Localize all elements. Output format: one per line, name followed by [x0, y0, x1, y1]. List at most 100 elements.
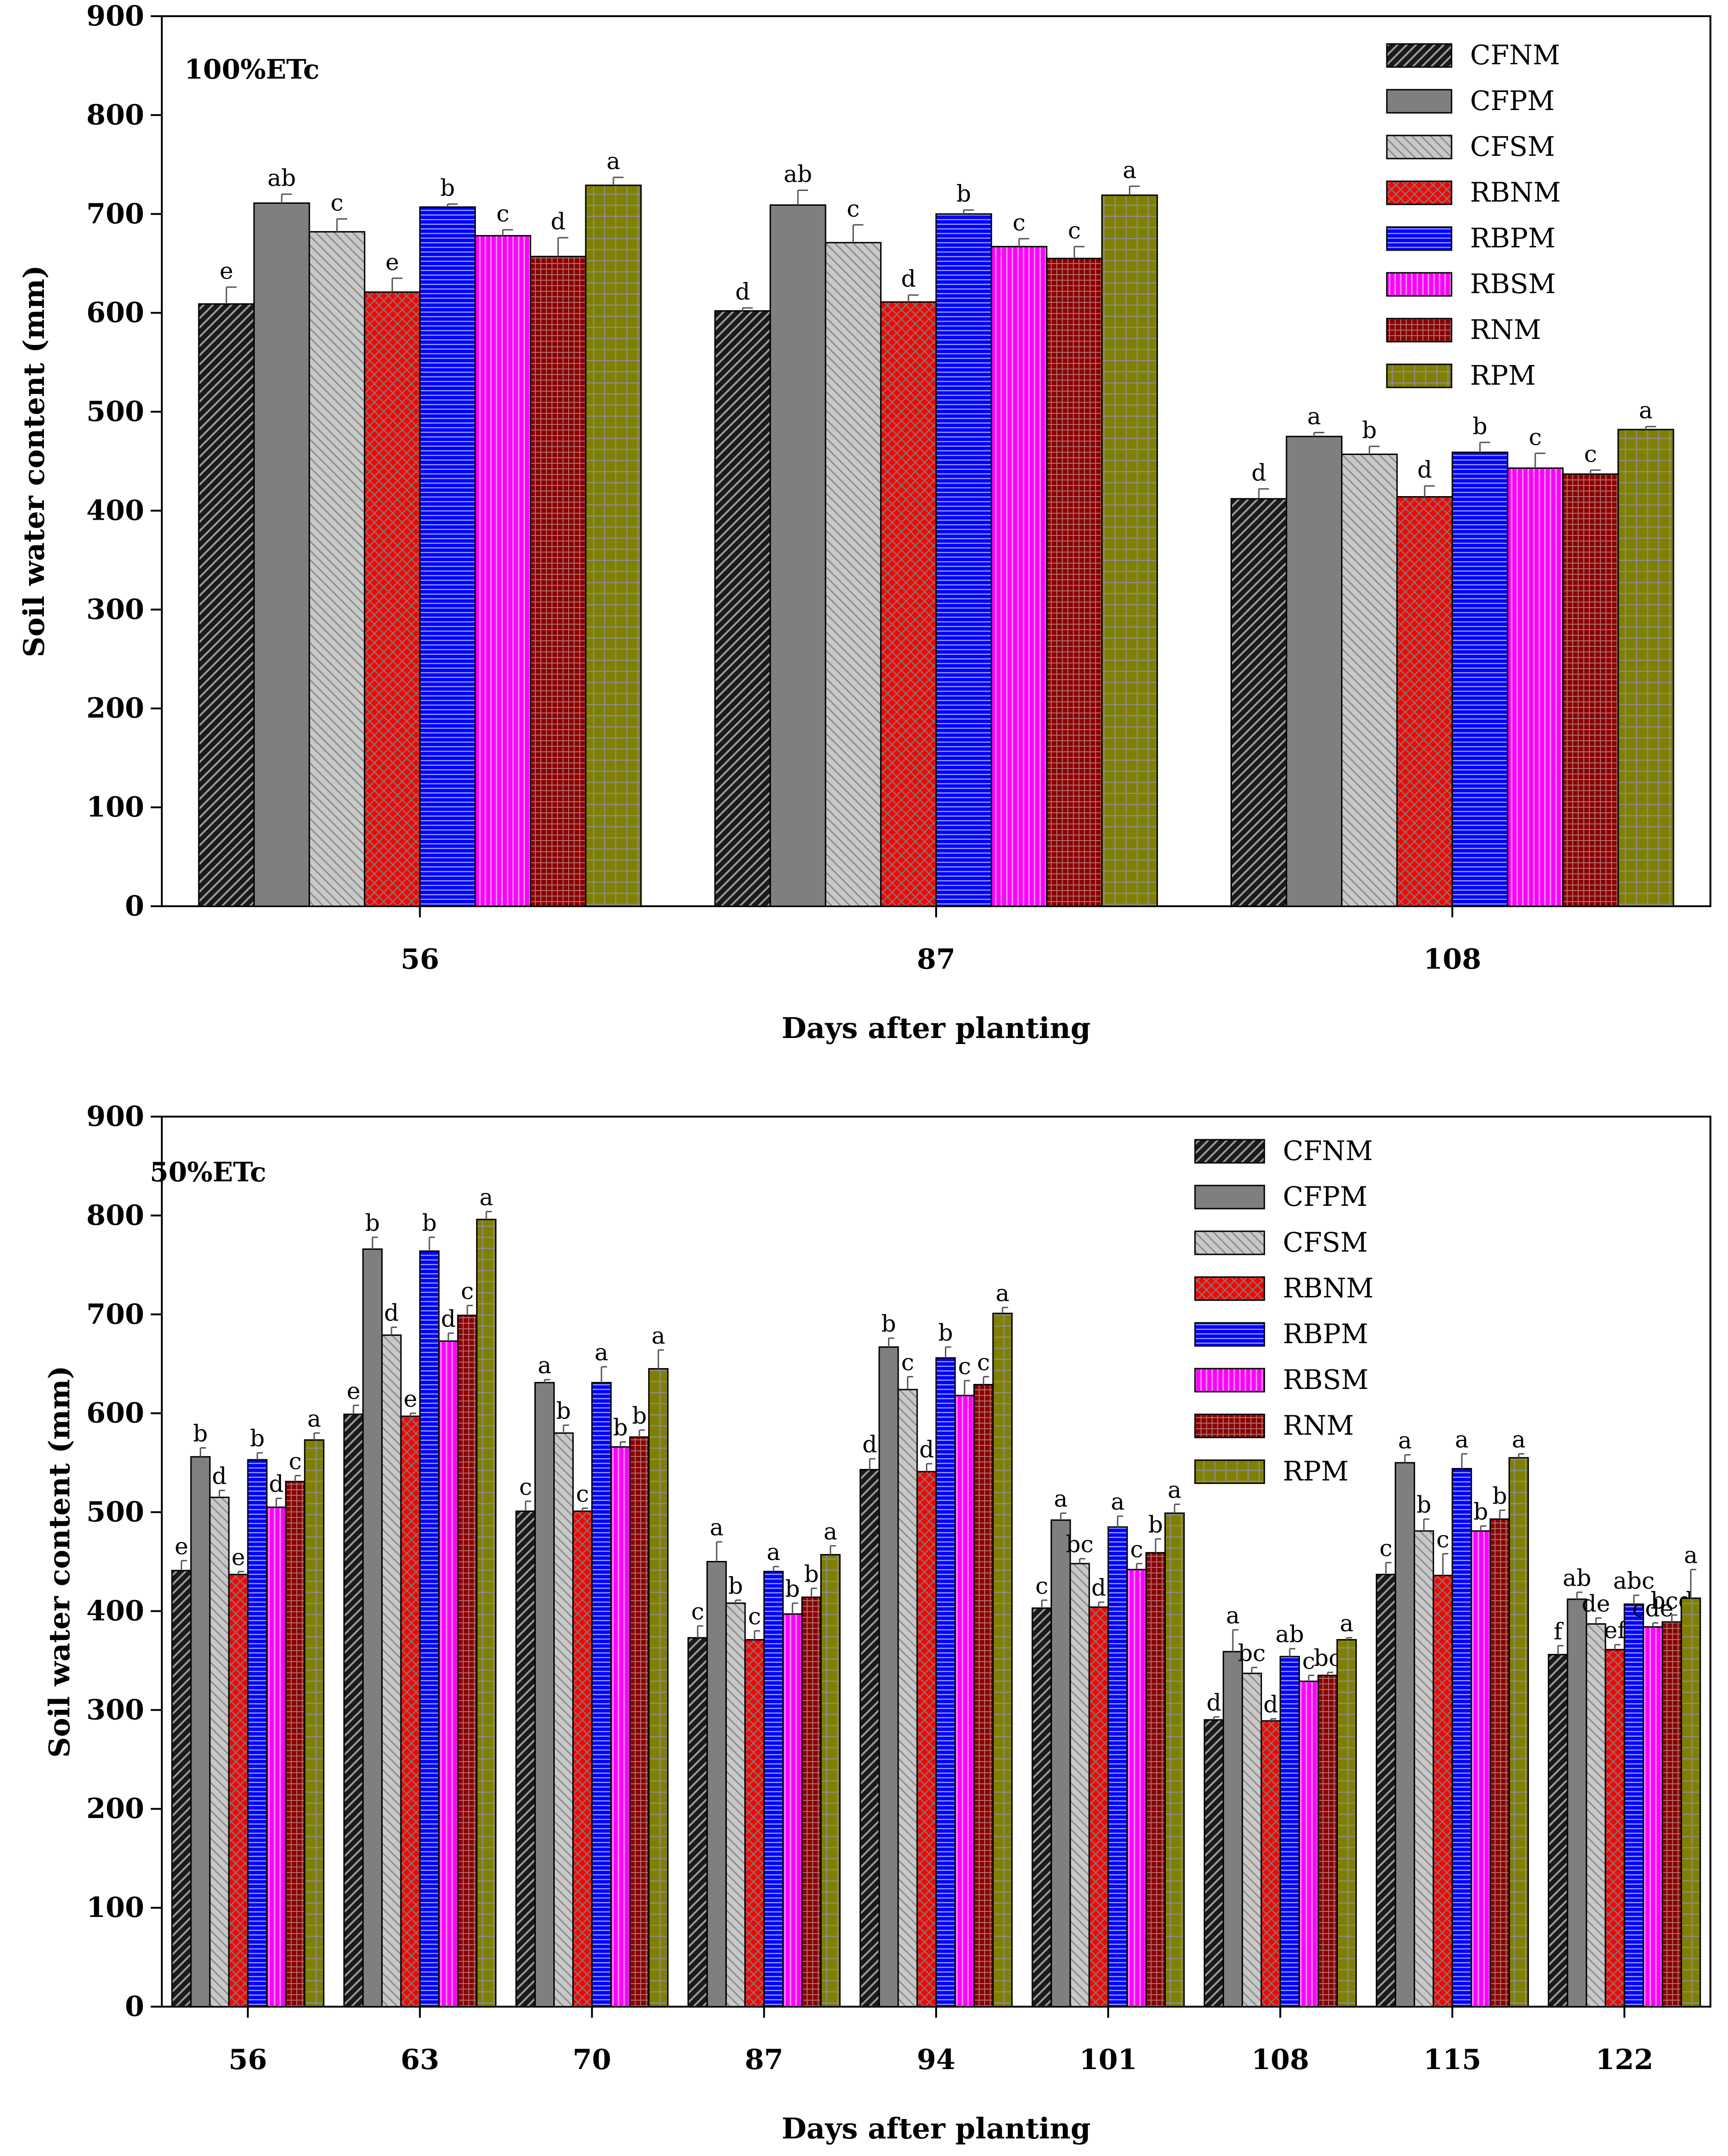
y-tick-label: 600 [86, 1397, 144, 1430]
bar-cfnm-70 [515, 1510, 536, 2008]
legend-label-cfsm: CFSM [1283, 1227, 1368, 1258]
legend-swatch-rnm [1386, 318, 1452, 343]
legend-swatch-cfpm [1386, 89, 1452, 114]
sig-letter-cfsm-101: bc [1066, 1531, 1094, 1558]
y-tick-label: 900 [86, 0, 144, 32]
y-tick-label: 0 [125, 1990, 144, 2023]
bar-rpm-70 [648, 1368, 669, 2008]
sig-letter-cfpm-122: ab [1563, 1565, 1591, 1591]
sig-letter-rbnm-56: e [232, 1544, 245, 1571]
bar-rpm-63 [476, 1218, 496, 2008]
y-tick-label: 800 [86, 99, 144, 131]
bar-rbnm-56 [364, 291, 421, 907]
sig-letter-rbnm-87: c [748, 1603, 761, 1630]
bar-rpm-56 [585, 184, 642, 907]
legend-swatch-rpm [1386, 363, 1452, 388]
sig-letter-rpm-94: a [996, 1280, 1010, 1307]
sig-letter-cfpm-108: a [1307, 403, 1321, 430]
bar-cfnm-56 [171, 1570, 192, 2008]
bar-cfnm-122 [1548, 1654, 1569, 2008]
sig-letter-cfsm-108: bc [1238, 1640, 1266, 1666]
sig-letter-rbnm-56: e [386, 249, 399, 276]
sig-letter-rpm-87: a [823, 1518, 837, 1545]
sig-letter-rbpm-56: b [250, 1425, 265, 1452]
sig-letter-cfsm-94: c [901, 1349, 914, 1376]
sig-letter-rbpm-122: abc [1613, 1567, 1654, 1594]
sig-letter-cfnm-63: e [347, 1378, 361, 1405]
bar-rbsm-56 [266, 1506, 287, 2008]
legend-label-cfnm: CFNM [1283, 1135, 1373, 1167]
bar-rbnm-94 [916, 1471, 937, 2008]
sig-letter-rbpm-94: b [938, 1319, 953, 1346]
sig-letter-cfnm-87: d [735, 278, 750, 305]
sig-letter-rnm-63: c [461, 1278, 474, 1305]
panel-label: 50%ETc [150, 1156, 266, 1188]
bar-cfpm-70 [534, 1382, 555, 2008]
x-tick-label: 56 [228, 2044, 267, 2076]
sig-letter-rbsm-115: b [1473, 1499, 1488, 1525]
bar-rpm-87 [1101, 194, 1158, 907]
sig-letter-cfsm-63: d [384, 1300, 399, 1327]
sig-letter-cfsm-70: b [556, 1397, 571, 1424]
bar-rbpm-122 [1624, 1603, 1644, 2008]
bar-cfsm-87 [825, 242, 882, 907]
y-tick-label: 500 [86, 1496, 144, 1529]
sig-letter-rpm-63: a [479, 1184, 493, 1210]
bar-cfsm-101 [1069, 1563, 1090, 2008]
sig-letter-cfnm-87: c [691, 1598, 704, 1625]
bar-cfnm-87 [687, 1637, 708, 2008]
legend-label-rbnm: RBNM [1470, 177, 1561, 208]
sig-letter-cfsm-87: c [847, 195, 860, 222]
sig-letter-rpm-108: a [1340, 1610, 1354, 1637]
bar-rbpm-115 [1452, 1468, 1472, 2008]
sig-letter-cfnm-108: d [1207, 1689, 1221, 1716]
sig-letter-rbnm-87: d [901, 265, 916, 292]
sig-letter-rbpm-87: a [766, 1539, 780, 1566]
bar-rbnm-63 [400, 1415, 421, 2008]
bar-rbsm-94 [954, 1394, 975, 2008]
legend-label-rbpm: RBPM [1470, 222, 1556, 254]
bar-rnm-70 [629, 1436, 650, 2008]
sig-letter-rbnm-108: d [1417, 456, 1432, 483]
legend-swatch-rbpm [1386, 226, 1452, 251]
legend-swatch-rnm [1194, 1413, 1265, 1438]
legend-swatch-rbsm [1386, 272, 1452, 297]
bar-rbnm-122 [1605, 1649, 1625, 2008]
legend-label-rnm: RNM [1470, 314, 1541, 345]
sig-letter-rbpm-108: b [1472, 413, 1487, 440]
y-tick-label: 400 [86, 1595, 144, 1627]
x-tick-label: 108 [1251, 2044, 1309, 2076]
sig-letter-rpm-56: a [307, 1405, 321, 1432]
bar-cfsm-56 [308, 231, 366, 907]
bar-cfnm-94 [859, 1469, 880, 2008]
bar-cfsm-56 [209, 1496, 230, 2008]
bar-rbsm-56 [474, 235, 531, 907]
bar-rpm-87 [820, 1554, 841, 2008]
bar-rbnm-101 [1088, 1606, 1109, 2008]
legend-label-rnm: RNM [1283, 1410, 1354, 1441]
sig-letter-cfsm-122: de [1582, 1590, 1611, 1617]
y-tick-label: 900 [86, 1100, 144, 1133]
sig-letter-rpm-70: a [651, 1322, 665, 1349]
legend-swatch-cfsm [1386, 135, 1452, 160]
bar-cfpm-122 [1567, 1598, 1587, 2008]
sig-letter-cfpm-63: b [365, 1210, 380, 1236]
sig-letter-cfnm-108: d [1251, 459, 1266, 486]
bar-rnm-56 [285, 1480, 306, 2008]
sig-letter-cfnm-94: d [862, 1431, 877, 1458]
bar-cfpm-94 [878, 1346, 899, 2008]
legend-swatch-rbpm [1194, 1322, 1265, 1347]
bar-rnm-63 [457, 1314, 478, 2008]
sig-letter-rbpm-101: a [1111, 1488, 1125, 1515]
y-tick-label: 0 [125, 890, 144, 922]
bar-rbpm-94 [935, 1357, 956, 2008]
sig-letter-rnm-101: b [1148, 1511, 1163, 1538]
bar-cfpm-63 [362, 1248, 383, 2008]
y-tick-label: 400 [86, 494, 144, 527]
bar-rbnm-108 [1260, 1720, 1281, 2008]
bar-cfnm-115 [1376, 1573, 1397, 2008]
bar-rnm-87 [1046, 258, 1103, 907]
bar-rbnm-87 [744, 1639, 765, 2008]
bar-cfnm-108 [1203, 1719, 1224, 2008]
